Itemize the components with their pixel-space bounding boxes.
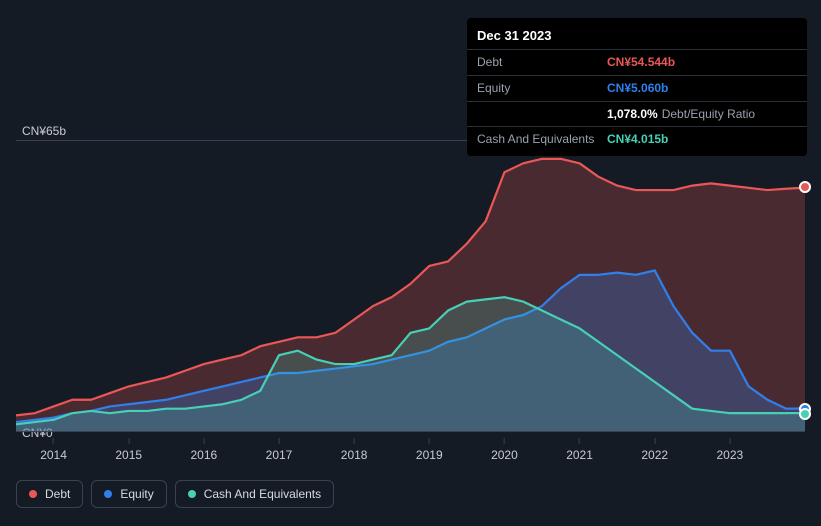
legend-item[interactable]: Equity [91,480,166,508]
tooltip-key: Equity [477,80,607,97]
x-tick-label: 2021 [566,448,593,462]
x-tick: 2022 [641,438,668,462]
legend-label: Equity [120,487,153,501]
tooltip-value: CN¥4.015b [607,131,668,148]
tooltip-key: Debt [477,54,607,71]
tooltip-row: EquityCN¥5.060b [467,75,807,101]
tooltip-row: DebtCN¥54.544b [467,49,807,75]
chart-legend: Debt Equity Cash And Equivalents [16,480,334,508]
x-tick-label: 2018 [341,448,368,462]
tooltip-row: Cash And EquivalentsCN¥4.015b [467,126,807,152]
x-tick-label: 2014 [40,448,67,462]
tooltip-value: 1,078.0%Debt/Equity Ratio [607,106,755,123]
chart-plot-area[interactable] [16,140,805,432]
tooltip-key: Cash And Equivalents [477,131,607,148]
x-tick-label: 2023 [716,448,743,462]
tooltip-row: 1,078.0%Debt/Equity Ratio [467,101,807,127]
x-tick-label: 2022 [641,448,668,462]
x-tick: 2023 [716,438,743,462]
x-tick-label: 2019 [416,448,443,462]
x-tick: 2018 [341,438,368,462]
legend-item[interactable]: Debt [16,480,83,508]
tooltip-key [477,106,607,123]
x-tick: 2021 [566,438,593,462]
x-tick: 2019 [416,438,443,462]
legend-label: Debt [45,487,70,501]
tooltip-value: CN¥5.060b [607,80,668,97]
legend-dot [104,490,112,498]
series-end-marker[interactable] [799,408,811,420]
x-tick: 2020 [491,438,518,462]
x-axis: 2014 2015 2016 2017 2018 2019 2020 2021 2022 2023 [16,438,805,468]
x-tick: 2014 [40,438,67,462]
x-tick: 2016 [190,438,217,462]
x-tick: 2017 [266,438,293,462]
series-end-marker[interactable] [799,181,811,193]
y-axis-max-label: CN¥65b [22,124,66,138]
legend-dot [188,490,196,498]
tooltip-value: CN¥54.544b [607,54,675,71]
tooltip-sub: Debt/Equity Ratio [662,107,755,121]
chart-tooltip: Dec 31 2023 DebtCN¥54.544bEquityCN¥5.060… [467,18,807,156]
legend-label: Cash And Equivalents [204,487,321,501]
tooltip-date: Dec 31 2023 [467,26,807,49]
x-tick-label: 2016 [190,448,217,462]
x-tick-label: 2020 [491,448,518,462]
x-tick-label: 2017 [266,448,293,462]
x-tick-label: 2015 [115,448,142,462]
legend-dot [29,490,37,498]
legend-item[interactable]: Cash And Equivalents [175,480,334,508]
x-tick: 2015 [115,438,142,462]
chart-svg [16,141,805,431]
